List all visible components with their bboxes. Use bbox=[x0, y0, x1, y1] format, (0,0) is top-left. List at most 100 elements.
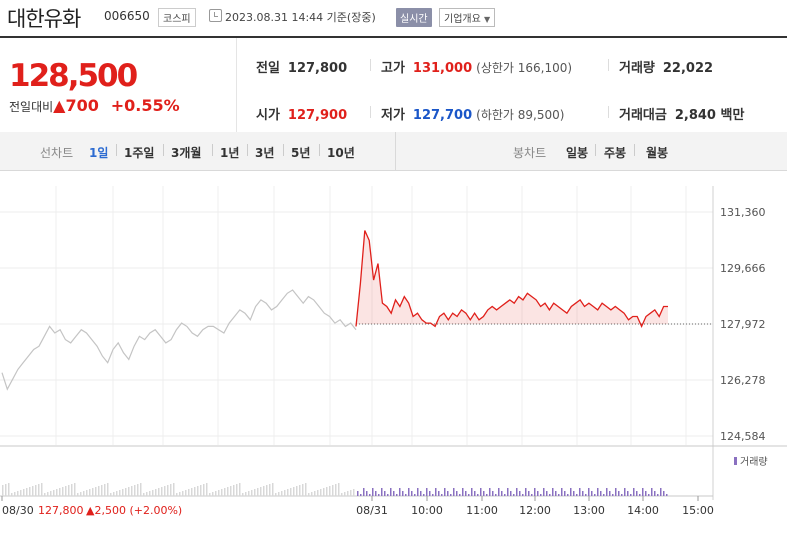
volume-bar bbox=[350, 490, 352, 496]
up-arrow-icon: ▲ bbox=[53, 96, 66, 115]
volume-bar bbox=[516, 488, 518, 496]
volume-value: 22,022 bbox=[662, 61, 714, 76]
chart-toolbar: 선차트 1일 1주일 3개월 1년 3년 5년 10년 봉차트 일봉 주봉 월봉 bbox=[0, 132, 787, 171]
divider bbox=[212, 144, 213, 156]
volume-bar bbox=[570, 488, 572, 496]
volume-bar bbox=[212, 492, 214, 496]
volume-bar bbox=[507, 488, 509, 496]
volume-bar bbox=[489, 488, 491, 496]
tab-3m[interactable]: 3개월 bbox=[171, 146, 202, 160]
volume-bar bbox=[20, 490, 22, 496]
intraday-chart: 131,360 129,666 127,972 126,278 124,584 거래량 08… bbox=[0, 186, 787, 517]
volume-bar bbox=[242, 493, 244, 496]
volume-bar bbox=[522, 494, 524, 496]
volume-bar bbox=[311, 492, 313, 496]
tab-weekly-candle[interactable]: 주봉 bbox=[604, 146, 627, 160]
tab-monthly-candle[interactable]: 월봉 bbox=[646, 146, 669, 160]
volume-bar bbox=[435, 488, 437, 496]
upper-limit: (상한가 166,100) bbox=[476, 61, 573, 75]
volume-bar bbox=[528, 491, 530, 496]
volume-bar bbox=[552, 488, 554, 496]
volume-bar bbox=[411, 491, 413, 496]
y-tick-label: 124,584 bbox=[720, 430, 766, 443]
volume-bar bbox=[161, 487, 163, 496]
volume-bar bbox=[666, 494, 668, 496]
volume-bar bbox=[107, 483, 109, 496]
tab-10y[interactable]: 10년 bbox=[327, 146, 355, 160]
volume-bar bbox=[128, 487, 130, 496]
volume-bar bbox=[209, 493, 211, 496]
volume-bar bbox=[227, 487, 229, 496]
volume-bar bbox=[83, 491, 85, 496]
x-tick-label: 15:00 bbox=[682, 504, 714, 517]
volume-label: 거래량 bbox=[619, 61, 655, 76]
volume-bar bbox=[35, 485, 37, 496]
volume-bar bbox=[369, 494, 371, 496]
volume-bar bbox=[486, 494, 488, 496]
volume-bar bbox=[323, 488, 325, 496]
x-tick-label: 12:00 bbox=[519, 504, 551, 517]
volume-bar bbox=[86, 490, 88, 496]
tab-1d[interactable]: 1일 bbox=[89, 146, 109, 160]
volume-bar bbox=[420, 491, 422, 496]
volume-bar bbox=[215, 491, 217, 496]
open-value: 127,900 bbox=[287, 108, 348, 123]
volume-bar bbox=[314, 491, 316, 496]
volume-bar bbox=[429, 491, 431, 496]
volume-bar bbox=[179, 492, 181, 496]
volume-bar bbox=[80, 492, 82, 496]
tab-1y[interactable]: 1년 bbox=[220, 146, 240, 160]
company-info-label: 기업개요 bbox=[444, 14, 481, 25]
prev-day-change: ▲2,500 (+2.00%) bbox=[86, 504, 182, 517]
volume-bar bbox=[65, 486, 67, 496]
volume-bar bbox=[621, 494, 623, 496]
volume-legend-swatch bbox=[734, 457, 737, 465]
realtime-button[interactable]: 실시간 bbox=[396, 8, 432, 27]
divider bbox=[236, 38, 237, 134]
volume-bar bbox=[338, 483, 340, 496]
volume-bar bbox=[113, 492, 115, 496]
volume-bar bbox=[405, 494, 407, 496]
divider bbox=[608, 59, 609, 71]
today-area bbox=[356, 230, 668, 327]
divider bbox=[116, 144, 117, 156]
volume-bar bbox=[630, 494, 632, 496]
volume-bar bbox=[648, 494, 650, 496]
tab-3y[interactable]: 3년 bbox=[255, 146, 275, 160]
volume-bar bbox=[71, 484, 73, 496]
volume-bar bbox=[5, 484, 7, 496]
volume-bar bbox=[140, 483, 142, 496]
volume-bar bbox=[269, 484, 271, 496]
volume-bar bbox=[299, 485, 301, 496]
volume-bar bbox=[272, 483, 274, 496]
volume-bar bbox=[116, 491, 118, 496]
volume-bar bbox=[53, 490, 55, 496]
divider bbox=[595, 144, 596, 156]
volume-bar bbox=[402, 491, 404, 496]
volume-bar bbox=[432, 494, 434, 496]
x-tick-label: 11:00 bbox=[466, 504, 498, 517]
volume-bar bbox=[131, 486, 133, 496]
tab-1w[interactable]: 1주일 bbox=[124, 146, 155, 160]
y-tick-label: 129,666 bbox=[720, 262, 766, 275]
prev-close-value: 127,800 bbox=[287, 61, 348, 76]
volume-bar bbox=[146, 492, 148, 496]
volume-bar bbox=[182, 491, 184, 496]
company-info-dropdown[interactable]: 기업개요 ▼ bbox=[439, 8, 496, 27]
volume-bar bbox=[384, 491, 386, 496]
tab-5y[interactable]: 5년 bbox=[291, 146, 311, 160]
volume-bar bbox=[450, 494, 452, 496]
volume-bar bbox=[501, 491, 503, 496]
volume-bar bbox=[645, 491, 647, 496]
volume-bar bbox=[155, 489, 157, 496]
volume-bar bbox=[290, 488, 292, 496]
volume-bar bbox=[441, 494, 443, 496]
volume-bar bbox=[326, 487, 328, 496]
volume-bar bbox=[68, 485, 70, 496]
amount-value: 2,840 백만 bbox=[674, 108, 745, 123]
volume-bar bbox=[624, 488, 626, 496]
volume-bar bbox=[23, 489, 25, 496]
tab-daily-candle[interactable]: 일봉 bbox=[566, 146, 589, 160]
divider bbox=[247, 144, 248, 156]
volume-bar bbox=[477, 494, 479, 496]
